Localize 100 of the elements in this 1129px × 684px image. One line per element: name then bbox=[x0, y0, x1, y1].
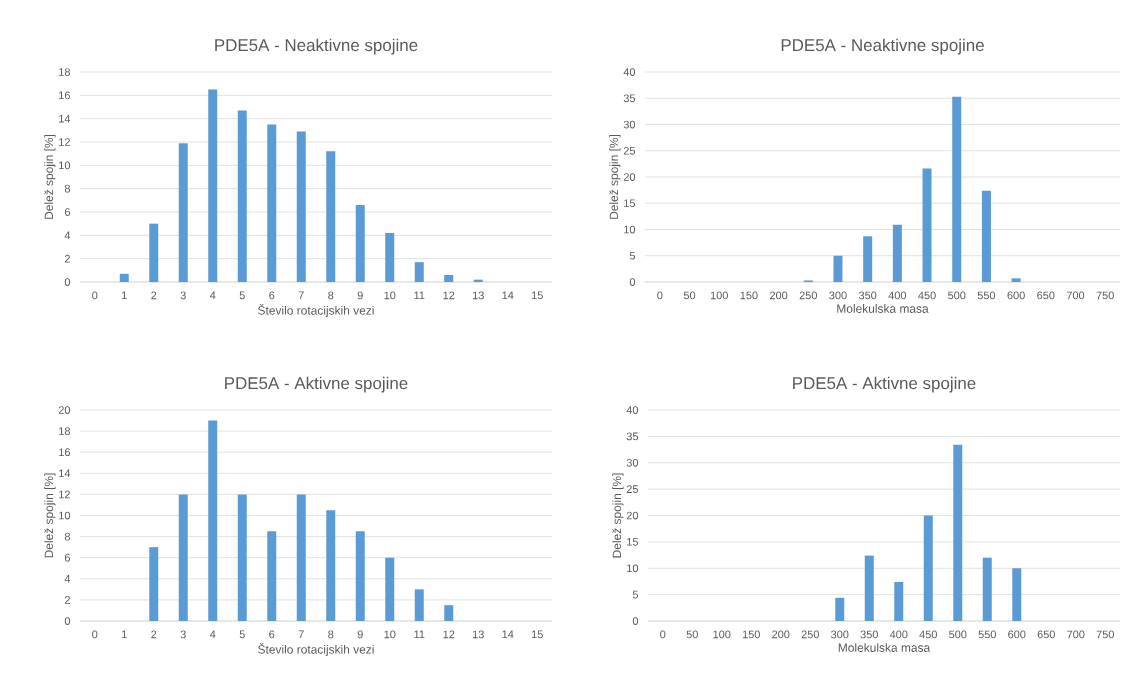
x-tick-label: 350 bbox=[860, 630, 878, 639]
bar bbox=[267, 531, 277, 621]
bar bbox=[894, 581, 904, 621]
bar bbox=[982, 557, 992, 621]
x-tick-label: 6 bbox=[269, 630, 275, 639]
y-tick-label: 0 bbox=[629, 278, 636, 286]
y-tick-label: 0 bbox=[64, 617, 71, 625]
y-tick-label: 6 bbox=[64, 553, 70, 562]
bar bbox=[414, 589, 424, 621]
x-tick-label: 750 bbox=[1096, 291, 1114, 300]
y-tick-label: 10 bbox=[59, 161, 71, 170]
x-tick-label: 400 bbox=[888, 291, 907, 300]
y-tick-label: 4 bbox=[64, 231, 71, 240]
y-tick-label: 14 bbox=[59, 469, 71, 478]
y-tick-label: 35 bbox=[623, 94, 636, 103]
x-tick-label: 0 bbox=[657, 291, 663, 300]
x-tick-label: 7 bbox=[298, 630, 304, 639]
x-tick-label: 0 bbox=[660, 630, 666, 639]
y-tick-label: 18 bbox=[59, 68, 70, 76]
x-tick-label: 3 bbox=[180, 291, 186, 300]
y-tick-label: 40 bbox=[626, 406, 639, 414]
bar bbox=[835, 597, 845, 621]
chart-title: PDE5A - Neaktivne spojine bbox=[781, 38, 984, 55]
y-tick-label: 8 bbox=[64, 532, 70, 541]
x-tick-label: 700 bbox=[1067, 630, 1085, 639]
x-tick-label: 650 bbox=[1037, 630, 1055, 639]
bar bbox=[385, 557, 395, 621]
x-tick-label: 9 bbox=[357, 291, 363, 300]
x-tick-label: 4 bbox=[209, 630, 216, 639]
y-tick-label: 10 bbox=[627, 564, 639, 573]
x-tick-label: 100 bbox=[713, 630, 731, 639]
bar bbox=[149, 547, 159, 621]
y-tick-label: 18 bbox=[59, 427, 70, 435]
x-tick-label: 50 bbox=[686, 630, 698, 639]
x-tick-label: 650 bbox=[1037, 291, 1055, 300]
y-tick-label: 25 bbox=[626, 485, 639, 494]
bar bbox=[864, 555, 874, 621]
y-tick-label: 8 bbox=[64, 184, 70, 193]
bar bbox=[444, 605, 454, 621]
y-tick-label: 20 bbox=[58, 406, 71, 414]
bar bbox=[296, 494, 306, 621]
y-tick-label: 15 bbox=[624, 199, 636, 208]
x-tick-label: 13 bbox=[472, 291, 484, 300]
y-tick-label: 25 bbox=[623, 146, 636, 155]
bar bbox=[922, 168, 932, 282]
y-tick-label: 6 bbox=[64, 208, 70, 216]
x-tick-label: 10 bbox=[384, 291, 396, 300]
y-tick-label: 16 bbox=[59, 91, 70, 100]
x-tick-label: 4 bbox=[209, 291, 216, 300]
y-tick-label: 4 bbox=[64, 575, 71, 583]
x-tick-label: 5 bbox=[239, 630, 245, 639]
bar bbox=[149, 223, 159, 282]
x-tick-label: 500 bbox=[948, 291, 966, 300]
x-tick-label: 700 bbox=[1066, 291, 1085, 300]
bar bbox=[178, 143, 188, 282]
x-tick-label: 200 bbox=[772, 630, 790, 639]
x-tick-label: 100 bbox=[710, 291, 728, 300]
y-axis-title: Delež spojin [%] bbox=[609, 135, 621, 219]
x-tick-label: 350 bbox=[858, 291, 877, 300]
bar bbox=[237, 110, 247, 282]
bar bbox=[892, 224, 902, 282]
x-tick-label: 150 bbox=[740, 291, 758, 300]
bar bbox=[208, 420, 218, 621]
bar bbox=[326, 510, 336, 621]
y-tick-label: 40 bbox=[623, 68, 636, 76]
x-tick-label: 2 bbox=[151, 630, 157, 639]
x-tick-label: 14 bbox=[502, 630, 514, 639]
x-tick-label: 13 bbox=[472, 630, 484, 639]
y-axis-title: Delež spojin [%] bbox=[44, 135, 56, 219]
bar bbox=[444, 275, 454, 282]
bar bbox=[414, 262, 424, 282]
x-tick-label: 550 bbox=[978, 630, 996, 639]
x-tick-label: 12 bbox=[443, 291, 455, 300]
x-tick-label: 1 bbox=[122, 630, 127, 639]
y-tick-label: 30 bbox=[623, 120, 636, 129]
bar bbox=[208, 89, 218, 282]
x-tick-label: 400 bbox=[889, 630, 908, 639]
y-tick-label: 5 bbox=[629, 251, 636, 260]
bar bbox=[923, 515, 933, 621]
y-tick-label: 30 bbox=[626, 458, 639, 467]
y-tick-label: 14 bbox=[59, 114, 71, 123]
y-tick-label: 35 bbox=[626, 432, 639, 441]
chart-title: PDE5A - Neaktivne spojine bbox=[215, 38, 418, 55]
y-tick-label: 2 bbox=[64, 596, 70, 604]
bar bbox=[178, 494, 188, 621]
x-tick-label: 7 bbox=[298, 291, 304, 300]
x-tick-label: 0 bbox=[92, 291, 98, 300]
x-tick-label: 600 bbox=[1008, 630, 1026, 639]
chart-title: PDE5A - Aktivne spojine bbox=[793, 376, 976, 393]
bar bbox=[953, 444, 963, 621]
x-tick-label: 8 bbox=[328, 291, 334, 300]
x-tick-label: 0 bbox=[92, 630, 98, 639]
x-axis-title: Število rotacijskih vezi bbox=[258, 304, 374, 318]
y-tick-label: 10 bbox=[59, 511, 71, 520]
y-tick-label: 5 bbox=[632, 590, 639, 599]
x-tick-label: 150 bbox=[742, 630, 760, 639]
x-tick-label: 10 bbox=[384, 630, 396, 639]
x-tick-label: 12 bbox=[443, 630, 455, 639]
y-tick-label: 12 bbox=[59, 490, 70, 499]
x-axis-title: Molekulska masa bbox=[838, 643, 931, 652]
